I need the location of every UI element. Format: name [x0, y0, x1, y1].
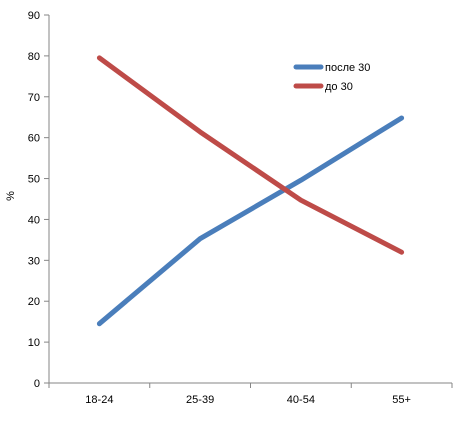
x-tick-label: 18-24: [85, 394, 113, 406]
x-tick-label: 55+: [392, 394, 411, 406]
x-tick-label: 40-54: [287, 394, 315, 406]
series-line-2: [96, 55, 405, 255]
series-line-1: [96, 115, 405, 327]
x-axis-ticks: 18-24 25-39 40-54 55+: [48, 383, 453, 406]
y-tick-label: 30: [28, 255, 40, 267]
y-axis-ticks: 0 10 20 30 40 50 60 70 80 90: [28, 10, 49, 390]
y-tick-label: 50: [28, 174, 40, 186]
y-tick-label: 0: [34, 378, 40, 390]
axes: [48, 15, 452, 384]
y-tick-label: 60: [28, 133, 40, 145]
legend: после 30 до 30: [293, 62, 370, 93]
legend-label: до 30: [325, 81, 353, 93]
y-tick-label: 90: [28, 10, 40, 22]
y-tick-label: 40: [28, 214, 40, 226]
series-lines: [96, 55, 405, 327]
y-tick-label: 70: [28, 92, 40, 104]
y-axis-label: %: [5, 191, 17, 201]
y-tick-label: 20: [28, 296, 40, 308]
y-tick-label: 10: [28, 337, 40, 349]
legend-label: после 30: [325, 62, 370, 74]
x-tick-label: 25-39: [186, 394, 214, 406]
y-tick-label: 80: [28, 51, 40, 63]
